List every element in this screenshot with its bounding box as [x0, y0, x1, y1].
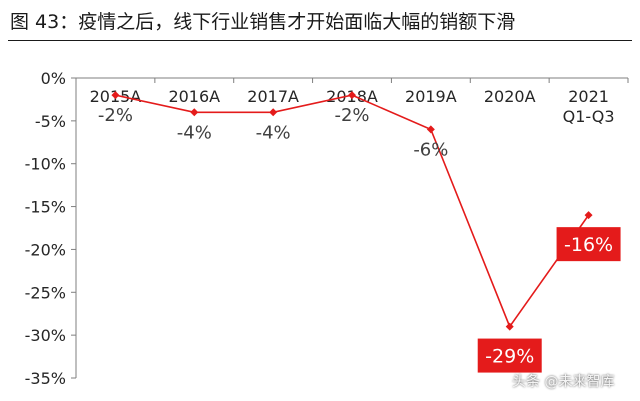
data-point-marker [348, 91, 356, 100]
data-label: -2% [334, 105, 369, 126]
y-tick-label: -30% [25, 326, 66, 345]
watermark: 头条 @未来智库 [512, 374, 615, 390]
data-label-highlight-box [556, 227, 621, 262]
x-tick-label: 2016A [168, 87, 220, 106]
data-label: -6% [413, 139, 448, 160]
x-tick-label: 2021 [568, 87, 609, 106]
y-tick-label: 0% [41, 69, 66, 88]
y-tick-label: -35% [25, 369, 66, 388]
data-label: -16% [564, 234, 613, 256]
x-tick-label: Q1-Q3 [563, 107, 615, 126]
y-tick-label: -5% [35, 112, 66, 131]
x-tick-label: 2020A [484, 87, 536, 106]
x-tick-label: 2017A [247, 87, 299, 106]
title-divider [8, 40, 632, 41]
y-tick-label: -10% [25, 155, 66, 174]
data-point-marker [190, 108, 199, 117]
data-point-marker [269, 108, 278, 117]
data-point-marker [584, 211, 593, 220]
data-label: -2% [98, 105, 133, 126]
data-point-marker [505, 322, 514, 331]
data-point-marker [111, 91, 120, 100]
y-tick-label: -20% [25, 240, 66, 259]
data-label: -29% [485, 346, 534, 368]
y-tick-label: -25% [25, 283, 66, 302]
data-point-marker [426, 125, 435, 134]
data-label: -4% [177, 122, 212, 143]
y-tick-label: -15% [25, 198, 66, 217]
data-label-highlight-box [477, 338, 542, 373]
x-tick-label: 2019A [405, 87, 457, 106]
figure-title: 图 43：疫情之后，线下行业销售才开始面临大幅的销额下滑 [10, 11, 516, 33]
data-label: -4% [256, 122, 291, 143]
